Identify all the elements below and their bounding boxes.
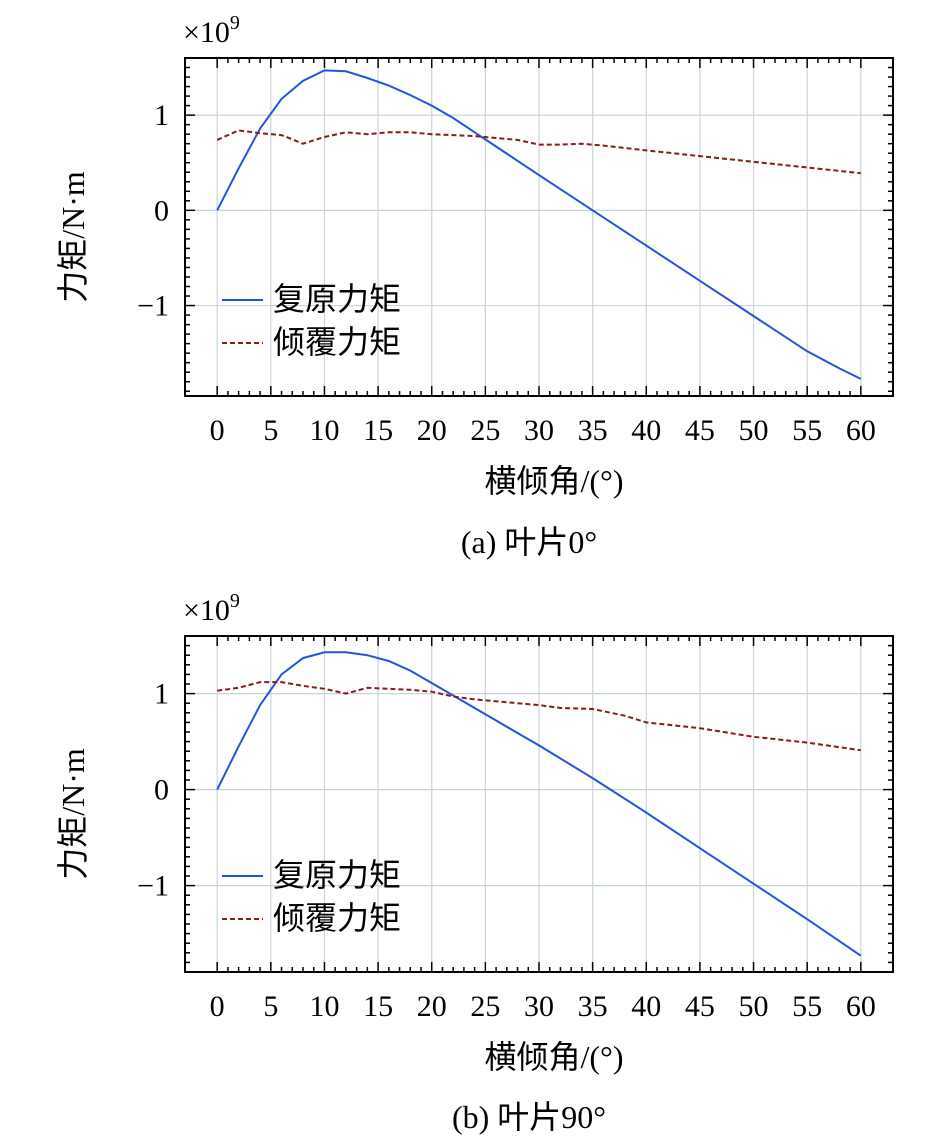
y-multiplier: ×109	[183, 590, 240, 627]
x-tick-labels: 0 5 10 15 20 25 30 35 40 45 50 55 60	[210, 414, 876, 447]
legend-label-heeling: 倾覆力矩	[273, 324, 401, 360]
legend-label-heeling: 倾覆力矩	[273, 900, 401, 936]
x-tick-label: 55	[792, 990, 822, 1023]
y-tick-label: 0	[154, 774, 169, 807]
x-tick-label: 15	[363, 414, 393, 447]
chart-panel-a: 0 5 10 15 20 25 30 35 40 45 50 55 60 −1 0 1 ×109 横倾角/(…	[55, 12, 894, 560]
grid-lines	[185, 636, 893, 972]
x-tick-label: 25	[470, 990, 500, 1023]
x-tick-label: 60	[846, 990, 876, 1023]
x-tick-label: 60	[846, 414, 876, 447]
x-tick-labels: 0 5 10 15 20 25 30 35 40 45 50 55 60	[210, 990, 876, 1023]
x-tick-label: 25	[470, 414, 500, 447]
x-tick-label: 45	[685, 414, 715, 447]
y-tick-labels: −1 0 1	[137, 678, 169, 903]
x-tick-label: 20	[417, 414, 447, 447]
grid-lines	[185, 58, 893, 396]
chart-panel-b: 0 5 10 15 20 25 30 35 40 45 50 55 60 −1 0 1 ×109 横倾角/(…	[55, 590, 894, 1135]
x-tick-label: 40	[631, 990, 661, 1023]
series-line-restoring	[216, 651, 862, 957]
panel-caption: (b) 叶片90°	[452, 1099, 606, 1135]
x-tick-label: 5	[263, 990, 278, 1023]
x-tick-label: 0	[210, 414, 225, 447]
x-tick-label: 5	[263, 414, 278, 447]
panel-caption: (a) 叶片0°	[461, 524, 597, 560]
x-tick-label: 15	[363, 990, 393, 1023]
y-tick-label: −1	[137, 870, 169, 903]
x-axis-label: 横倾角/(°)	[484, 463, 623, 499]
y-axis-label: 力矩/N·m	[55, 748, 91, 880]
y-tick-label: 0	[154, 194, 169, 227]
x-tick-label: 35	[578, 414, 608, 447]
x-axis-label: 横倾角/(°)	[484, 1039, 623, 1075]
x-tick-label: 55	[792, 414, 822, 447]
x-tick-label: 50	[739, 414, 769, 447]
x-tick-label: 10	[309, 990, 339, 1023]
x-tick-label: 30	[524, 414, 554, 447]
x-tick-label: 50	[739, 990, 769, 1023]
axis-ticks	[185, 635, 893, 973]
series-line-heeling	[217, 681, 861, 752]
x-tick-label: 45	[685, 990, 715, 1023]
x-tick-label: 35	[578, 990, 608, 1023]
x-tick-label: 20	[417, 990, 447, 1023]
legend: 复原力矩 倾覆力矩	[222, 281, 401, 360]
x-tick-label: 0	[210, 990, 225, 1023]
series-lines	[216, 651, 862, 957]
axis-ticks	[185, 57, 893, 396]
y-tick-label: 1	[154, 99, 169, 132]
x-tick-label: 10	[309, 414, 339, 447]
legend-label-restoring: 复原力矩	[273, 857, 401, 893]
x-tick-label: 40	[631, 414, 661, 447]
y-axis-label: 力矩/N·m	[55, 171, 91, 303]
legend: 复原力矩 倾覆力矩	[222, 857, 401, 936]
series-lines	[216, 69, 862, 380]
series-line-restoring	[216, 69, 862, 380]
y-multiplier: ×109	[183, 12, 240, 49]
y-tick-label: 1	[154, 678, 169, 711]
legend-label-restoring: 复原力矩	[273, 281, 401, 317]
x-tick-label: 30	[524, 990, 554, 1023]
series-line-heeling	[216, 129, 861, 175]
y-tick-labels: −1 0 1	[137, 99, 169, 322]
y-tick-label: −1	[137, 290, 169, 323]
